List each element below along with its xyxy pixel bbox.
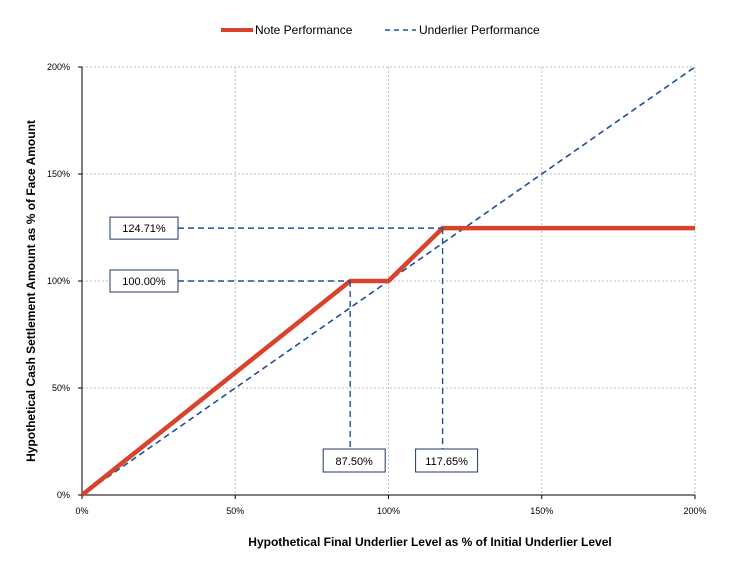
y-tick-label: 150% (47, 169, 70, 179)
x-tick-label: 200% (683, 506, 706, 516)
annotations: 124.71% 100.00% 87.50% 117.65% (109, 216, 479, 473)
y-tick-label: 50% (52, 383, 70, 393)
callout-box-10000 (109, 269, 179, 293)
x-tick-label: 150% (530, 506, 553, 516)
y-tick-label: 0% (57, 490, 70, 500)
legend-label-note-performance: Note Performance (255, 23, 353, 37)
y-tick-label: 200% (47, 62, 70, 72)
callout-label-8750: 87.50% (336, 456, 374, 468)
tick-labels: 0% 50% 100% 150% 200% 0% 50% 100% 150% 200% (47, 62, 707, 516)
x-tick-label: 0% (75, 506, 88, 516)
legend: Note Performance Underlier Performance (221, 23, 540, 37)
y-tick-label: 100% (47, 276, 70, 286)
x-tick-label: 100% (377, 506, 400, 516)
callout-box-8750 (322, 448, 386, 473)
callout-box-12471 (109, 216, 179, 240)
callout-label-10000: 100.00% (122, 276, 166, 288)
callout-label-12471: 124.71% (122, 223, 166, 235)
series-line-note-performance (80, 225, 695, 497)
legend-label-underlier-performance: Underlier Performance (419, 23, 540, 37)
series-lines (80, 66, 696, 497)
x-axis-title: Hypothetical Final Underlier Level as % … (248, 535, 611, 549)
callout-box-11765 (415, 448, 479, 473)
x-tick-label: 50% (226, 506, 244, 516)
y-axis-title: Hypothetical Cash Settlement Amount as %… (24, 120, 38, 462)
callout-label-11765: 117.65% (425, 456, 468, 468)
axes (78, 66, 696, 499)
